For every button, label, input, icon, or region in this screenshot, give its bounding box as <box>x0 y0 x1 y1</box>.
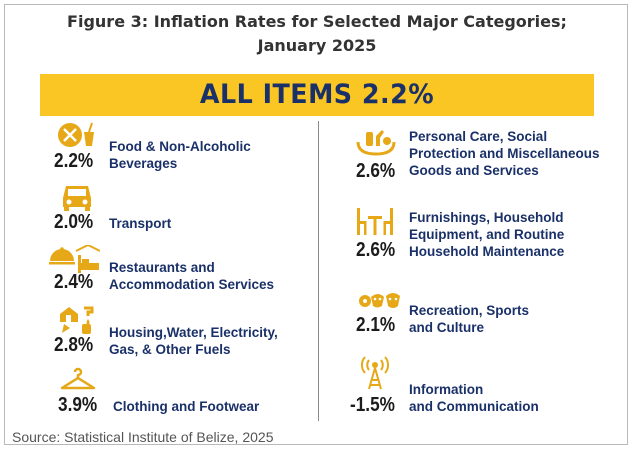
all-items-banner: ALL ITEMS 2.2% <box>40 74 594 116</box>
house-utilities-icon <box>58 304 100 334</box>
category-label: Housing,Water, Electricity, Gas, & Other… <box>109 325 278 357</box>
car-icon <box>60 182 94 212</box>
all-items-text: ALL ITEMS 2.2% <box>199 79 435 110</box>
category-label: Recreation, Sports and Culture <box>409 303 530 335</box>
category-label: Transport <box>109 216 172 231</box>
category-label: Information and Communication <box>409 382 539 414</box>
category-value: 2.2% <box>54 150 94 172</box>
category-label: Personal Care, Social Protection and Mis… <box>409 129 600 178</box>
category-label: Clothing and Footwear <box>113 399 260 414</box>
category-value: 2.1% <box>356 314 396 336</box>
category-value: 2.6% <box>356 160 396 182</box>
recreation-icon <box>358 288 402 312</box>
category-label: Furnishings, Household Equipment, and Ro… <box>409 210 565 259</box>
category-label: Restaurants and Accommodation Services <box>109 260 275 292</box>
figure-frame <box>4 4 628 445</box>
category-label: Food & Non-Alcoholic Beverages <box>109 139 251 171</box>
table-chairs-icon <box>354 206 396 236</box>
title-line-1: Figure 3: Inflation Rates for Selected M… <box>67 12 567 31</box>
food-icon <box>56 120 96 150</box>
category-value: -1.5% <box>350 394 395 416</box>
category-value: 3.9% <box>58 394 98 416</box>
personal-care-icon <box>356 126 396 156</box>
column-divider <box>318 121 319 421</box>
category-value: 2.8% <box>54 334 94 356</box>
category-value: 2.0% <box>54 211 94 233</box>
category-value: 2.6% <box>356 239 396 261</box>
hanger-icon <box>60 366 96 392</box>
restaurant-bed-icon <box>48 245 100 275</box>
title-line-2: January 2025 <box>257 36 377 55</box>
antenna-icon <box>360 356 390 390</box>
source-note: Source: Statistical Institute of Belize,… <box>12 429 274 445</box>
figure-title: Figure 3: Inflation Rates for Selected M… <box>0 10 634 58</box>
category-value: 2.4% <box>54 271 94 293</box>
